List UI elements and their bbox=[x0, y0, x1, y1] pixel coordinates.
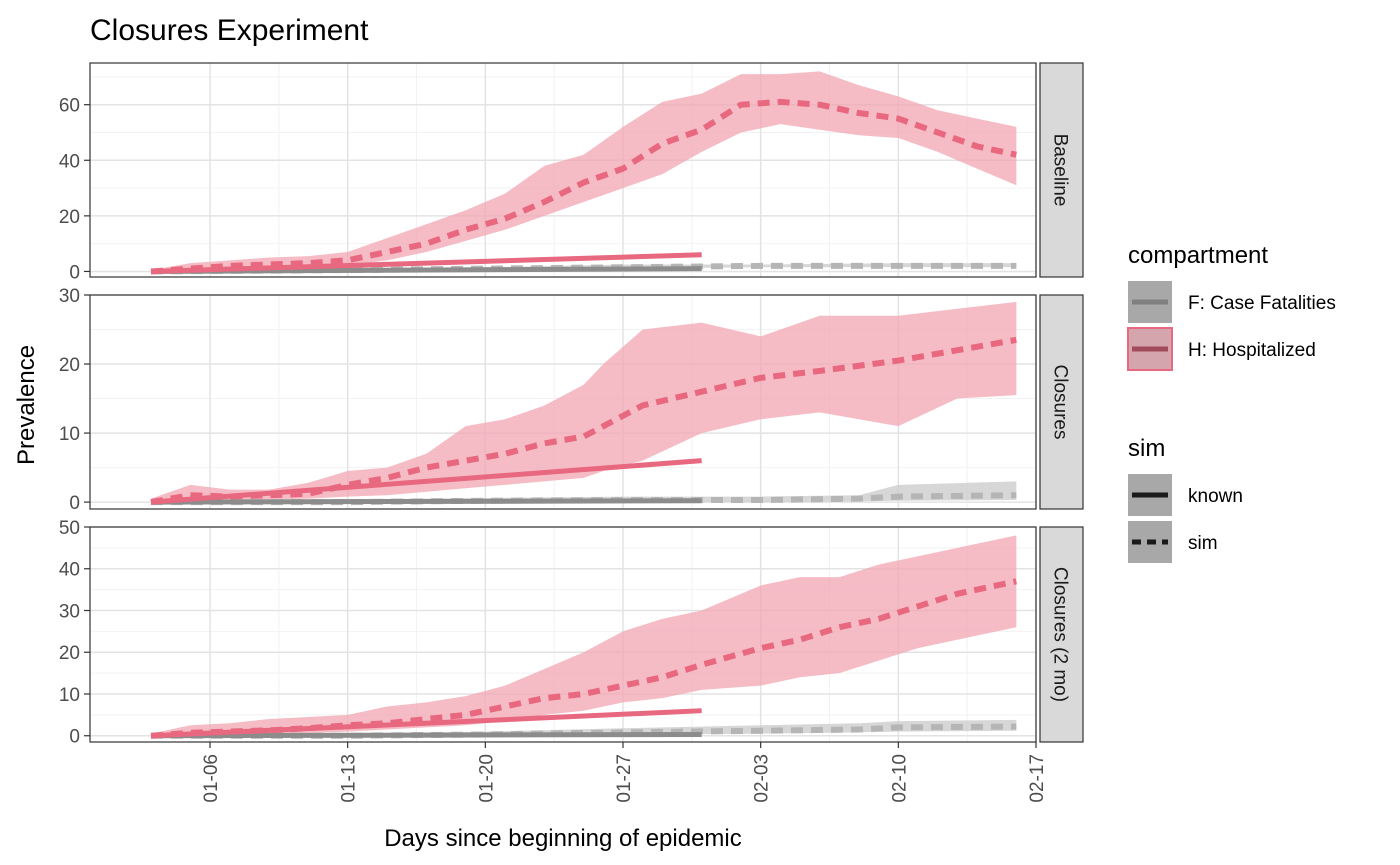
facet-strip bbox=[1039, 62, 1084, 278]
y-tick-label: 10 bbox=[59, 424, 80, 445]
band-hospitalized bbox=[151, 301, 1017, 503]
x-tick-label: 01-06 bbox=[201, 754, 222, 803]
facet-strip-label: Closures bbox=[1050, 365, 1071, 440]
line-known-hospitalized bbox=[150, 458, 702, 505]
band-hospitalized bbox=[151, 535, 1017, 736]
panel-2: 0 10 20 30 Closures bbox=[59, 286, 1084, 514]
y-tick-label: 0 bbox=[69, 493, 80, 514]
x-tick-label: 01-20 bbox=[476, 754, 497, 803]
y-tick-label: 0 bbox=[69, 262, 80, 283]
panel-1: 0 20 40 60 Baseline bbox=[59, 62, 1084, 283]
y-tick-label: 40 bbox=[59, 151, 80, 172]
line-sim-fatalities bbox=[151, 723, 1017, 739]
y-tick-label: 40 bbox=[59, 560, 80, 581]
legend-label-compartment: H: Hospitalized bbox=[1188, 340, 1316, 361]
x-tick-label: 01-13 bbox=[339, 754, 360, 803]
legend-label-sim: known bbox=[1188, 486, 1243, 507]
y-tick-label: 10 bbox=[59, 685, 80, 706]
facet-strip bbox=[1039, 294, 1084, 510]
line-known-fatalities bbox=[150, 731, 702, 739]
line-known-fatalities bbox=[150, 498, 702, 505]
y-tick-label: 20 bbox=[59, 355, 80, 376]
legend: compartment F: Case Fatalities H: Hospital… bbox=[1127, 242, 1336, 563]
y-tick-label: 30 bbox=[59, 601, 80, 622]
x-axis: 01-06 01-13 01-20 01-27 02-03 02-10 02-17 bbox=[201, 742, 1048, 803]
x-tick-label: 01-27 bbox=[614, 754, 635, 803]
y-tick-label: 0 bbox=[69, 727, 80, 748]
line-sim-fatalities bbox=[150, 262, 1017, 275]
y-tick-label: 20 bbox=[59, 207, 80, 228]
panels-layer: 0 20 40 60 Baseline 0 10 20 30 Closures 0 10 20 30 40 5… bbox=[59, 62, 1084, 748]
chart-title: Closures Experiment bbox=[90, 14, 369, 47]
panel-border bbox=[89, 294, 1037, 510]
x-tick-label: 02-17 bbox=[1027, 754, 1048, 803]
panel-border bbox=[89, 62, 1037, 278]
legend-label-compartment: F: Case Fatalities bbox=[1188, 293, 1336, 314]
line-sim-hospitalized bbox=[150, 336, 1017, 506]
x-tick-label: 02-03 bbox=[752, 754, 773, 803]
y-tick-label: 20 bbox=[59, 643, 80, 664]
facet-strip-label: Closures (2 mo) bbox=[1050, 567, 1071, 702]
line-sim-hospitalized bbox=[150, 578, 1017, 739]
legend-title-compartment: compartment bbox=[1128, 242, 1268, 269]
x-tick-label: 02-10 bbox=[889, 754, 910, 803]
y-tick-label: 60 bbox=[59, 96, 80, 117]
panel-3: 0 10 20 30 40 50 Closures (2 mo) bbox=[59, 518, 1084, 748]
facet-strip bbox=[1039, 526, 1084, 743]
band-hospitalized bbox=[151, 71, 1017, 272]
line-sim-hospitalized bbox=[150, 98, 1017, 275]
y-axis-label: Prevalence bbox=[13, 345, 40, 465]
y-tick-label: 30 bbox=[59, 286, 80, 307]
y-tick-label: 50 bbox=[59, 518, 80, 539]
facet-strip-label: Baseline bbox=[1050, 134, 1071, 207]
panel-border bbox=[89, 526, 1037, 743]
x-axis-label: Days since beginning of epidemic bbox=[384, 825, 742, 852]
legend-label-sim: sim bbox=[1188, 533, 1218, 554]
line-known-hospitalized bbox=[150, 252, 702, 274]
legend-title-sim: sim bbox=[1128, 435, 1165, 462]
